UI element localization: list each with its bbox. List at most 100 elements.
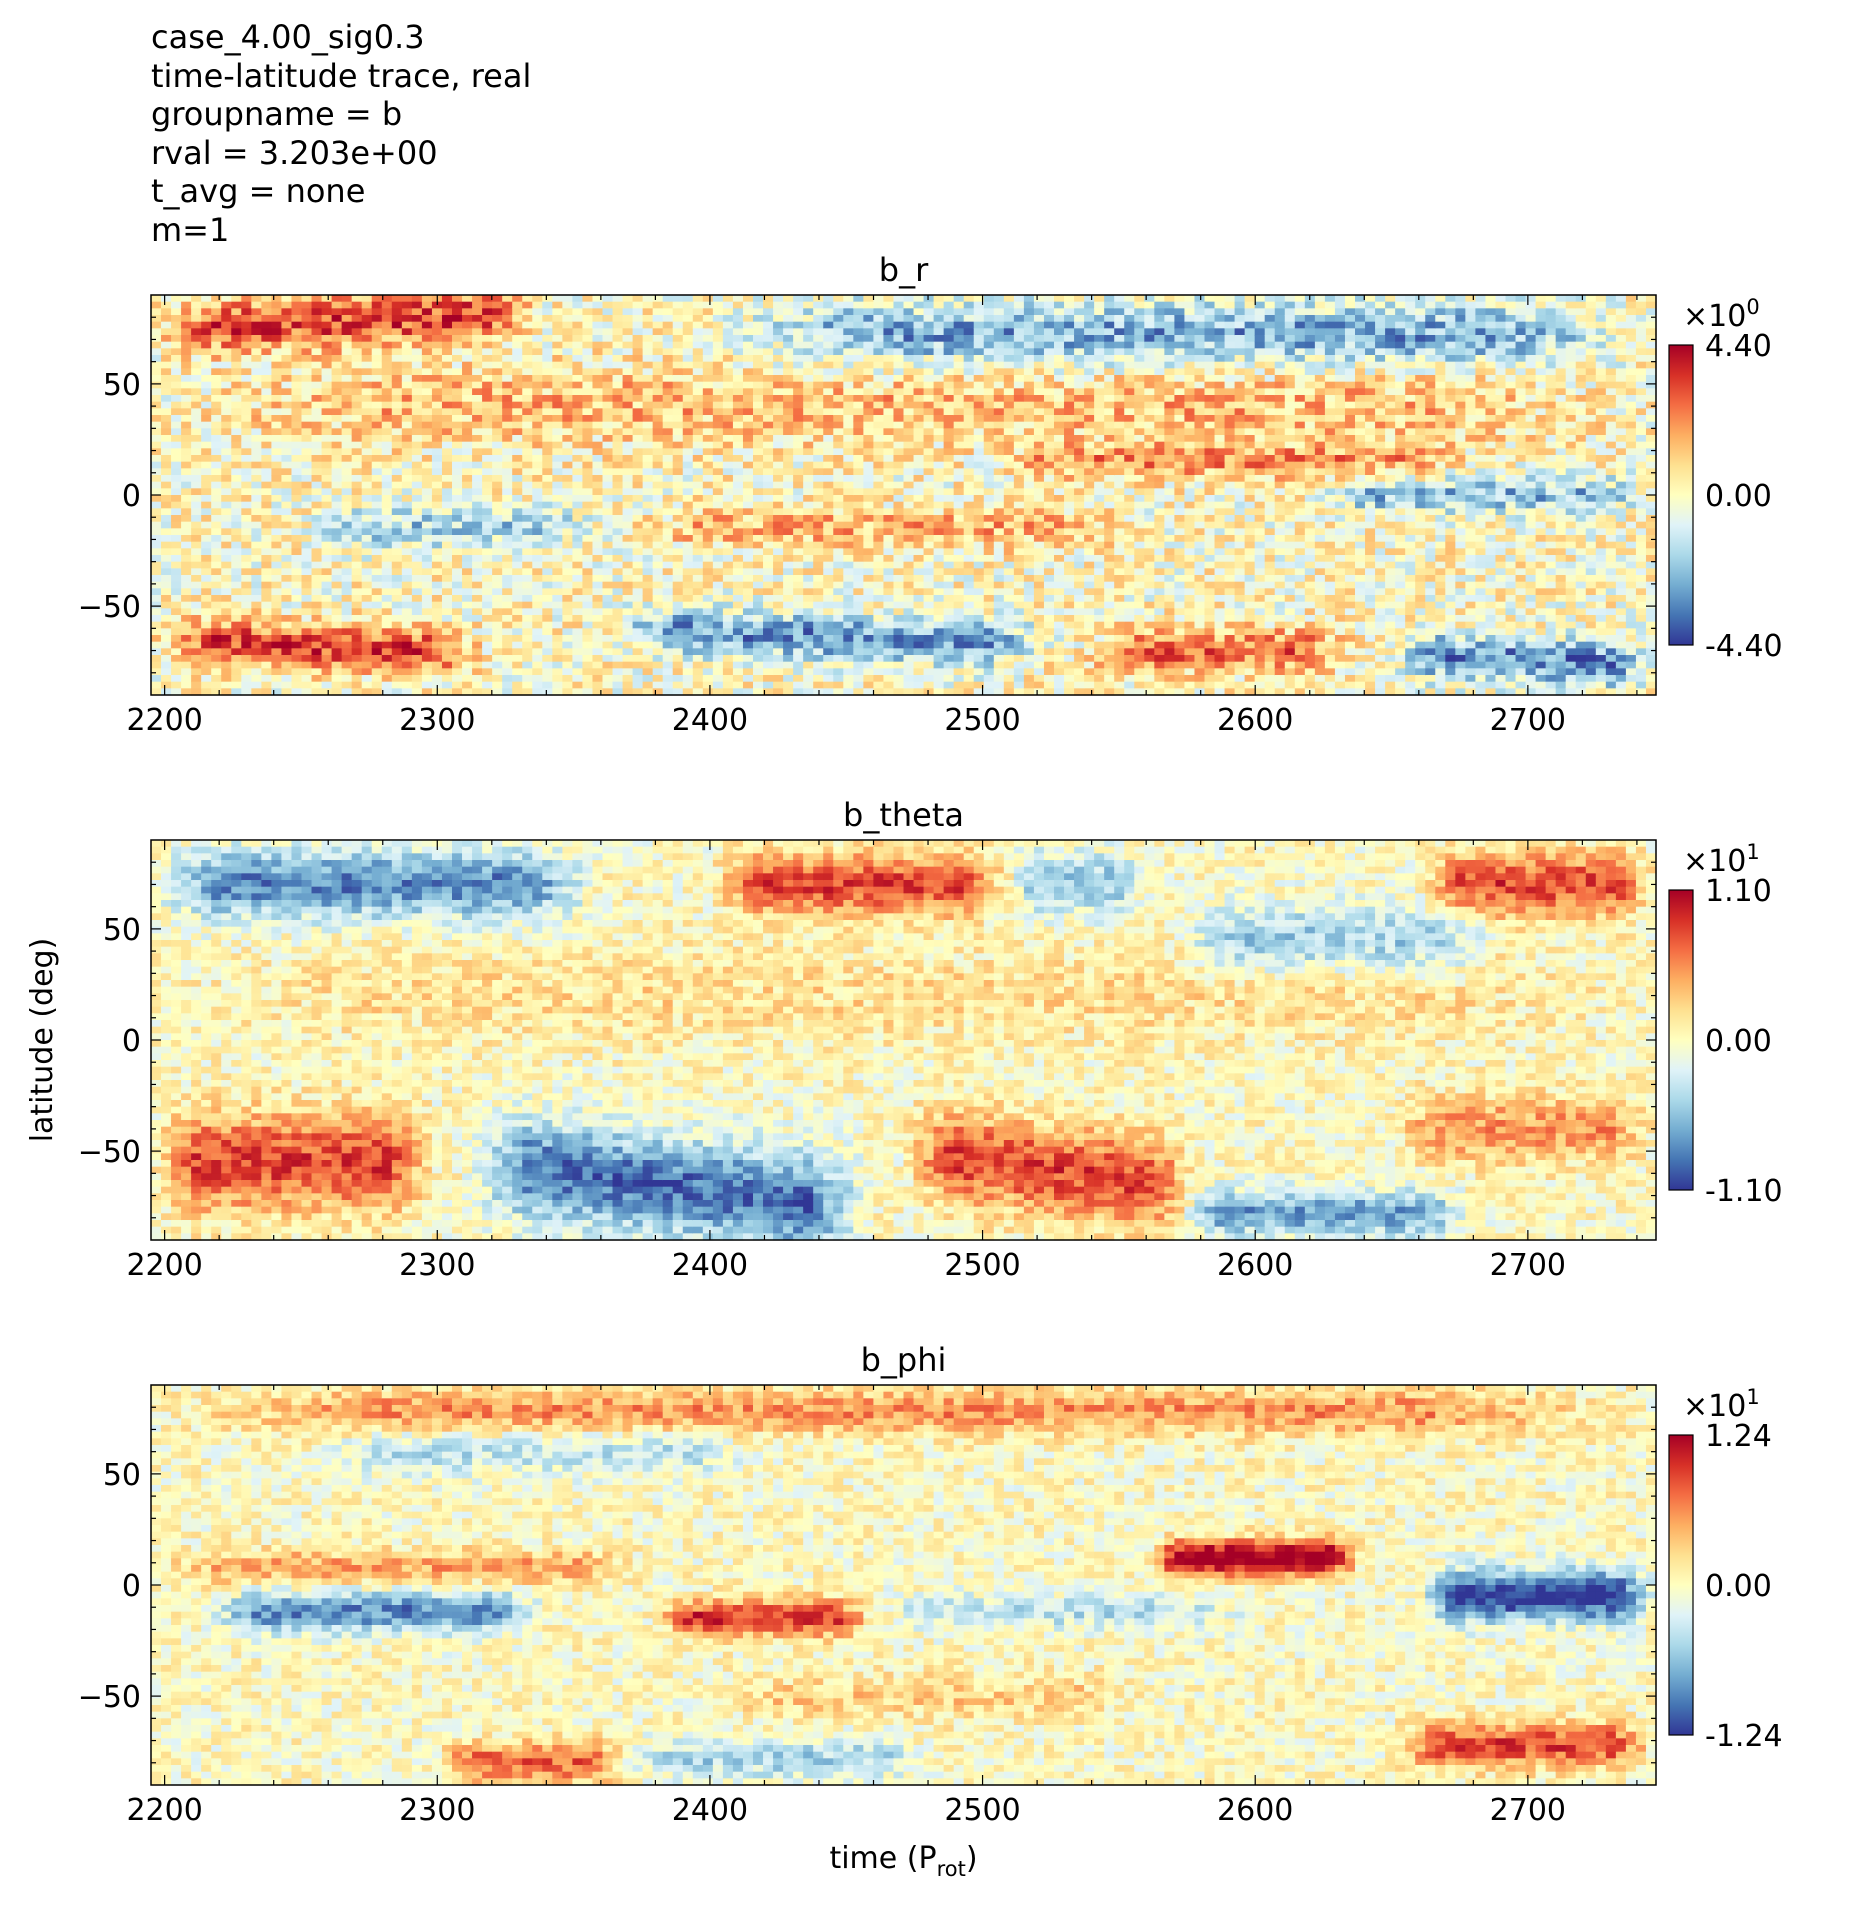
heatmap-cell xyxy=(803,642,814,649)
heatmap-cell xyxy=(934,442,945,449)
heatmap-cell xyxy=(723,455,734,462)
heatmap-cell xyxy=(231,422,242,429)
heatmap-cell xyxy=(904,682,915,689)
heatmap-cell xyxy=(211,455,222,462)
heatmap-cell xyxy=(281,455,292,462)
heatmap-cell xyxy=(472,328,483,335)
heatmap-cell xyxy=(291,335,302,342)
heatmap-cell xyxy=(422,375,433,382)
heatmap-cell xyxy=(733,662,744,669)
heatmap-cell xyxy=(181,602,192,609)
heatmap-cell xyxy=(472,615,483,622)
heatmap-cell xyxy=(863,595,874,602)
heatmap-cell xyxy=(512,388,523,395)
heatmap-cell xyxy=(853,348,864,355)
heatmap-cell xyxy=(904,382,915,389)
heatmap-cell xyxy=(472,608,483,615)
heatmap-cell xyxy=(914,528,925,535)
heatmap-cell xyxy=(281,622,292,629)
heatmap-cell xyxy=(723,502,734,509)
heatmap-cell xyxy=(713,568,724,575)
heatmap-cell xyxy=(271,342,282,349)
heatmap-cell xyxy=(402,635,413,642)
heatmap-cell xyxy=(332,622,343,629)
heatmap-cell xyxy=(733,628,744,635)
heatmap-cell xyxy=(643,408,654,415)
heatmap-cell xyxy=(362,568,373,575)
heatmap-cell xyxy=(713,542,724,549)
heatmap-cell xyxy=(582,475,593,482)
heatmap-cell xyxy=(161,662,172,669)
heatmap-cell xyxy=(382,495,393,502)
heatmap-cell xyxy=(271,348,282,355)
heatmap-cell xyxy=(783,662,794,669)
heatmap-cell xyxy=(412,528,423,535)
heatmap-cell xyxy=(914,428,925,435)
heatmap-cell xyxy=(422,488,433,495)
heatmap-cell xyxy=(502,595,513,602)
heatmap-cell xyxy=(552,655,563,662)
heatmap-cell xyxy=(803,462,814,469)
heatmap-cell xyxy=(302,308,313,315)
heatmap-cell xyxy=(713,535,724,542)
heatmap-cell xyxy=(302,548,313,555)
heatmap-cell xyxy=(623,575,634,582)
heatmap-cell xyxy=(914,502,925,509)
heatmap-cell xyxy=(572,542,583,549)
heatmap-cell xyxy=(753,648,764,655)
heatmap-cell xyxy=(231,582,242,589)
heatmap-cell xyxy=(211,368,222,375)
heatmap-cell xyxy=(532,388,543,395)
heatmap-cell xyxy=(502,542,513,549)
heatmap-cell xyxy=(863,662,874,669)
heatmap-cell xyxy=(743,595,754,602)
heatmap-cell xyxy=(934,368,945,375)
heatmap-cell xyxy=(582,408,593,415)
heatmap-cell xyxy=(302,535,313,542)
heatmap-cell xyxy=(673,562,684,569)
heatmap-cell xyxy=(653,322,664,329)
heatmap-cell xyxy=(633,362,644,369)
heatmap-cell xyxy=(211,335,222,342)
heatmap-cell xyxy=(843,508,854,515)
heatmap-cell xyxy=(713,428,724,435)
heatmap-cell xyxy=(532,408,543,415)
heatmap-cell xyxy=(532,308,543,315)
heatmap-cell xyxy=(773,342,784,349)
heatmap-cell xyxy=(753,388,764,395)
heatmap-cell xyxy=(432,522,443,529)
heatmap-cell xyxy=(883,355,894,362)
heatmap-cell xyxy=(893,302,904,309)
heatmap-cell xyxy=(442,448,453,455)
heatmap-cell xyxy=(572,582,583,589)
heatmap-cell xyxy=(462,555,473,562)
heatmap-cell xyxy=(753,442,764,449)
heatmap-cell xyxy=(502,668,513,675)
heatmap-cell xyxy=(623,475,634,482)
heatmap-cell xyxy=(412,622,423,629)
heatmap-cell xyxy=(462,308,473,315)
heatmap-cell xyxy=(753,668,764,675)
heatmap-cell xyxy=(813,595,824,602)
heatmap-cell xyxy=(442,608,453,615)
heatmap-cell xyxy=(683,462,694,469)
heatmap-cell xyxy=(773,555,784,562)
heatmap-cell xyxy=(613,342,624,349)
heatmap-cell xyxy=(673,402,684,409)
heatmap-cell xyxy=(442,602,453,609)
heatmap-cell xyxy=(542,675,553,682)
heatmap-cell xyxy=(924,542,935,549)
heatmap-cell xyxy=(783,435,794,442)
heatmap-cell xyxy=(462,602,473,609)
heatmap-cell xyxy=(191,595,202,602)
heatmap-cell xyxy=(382,662,393,669)
heatmap-cell xyxy=(643,468,654,475)
heatmap-cell xyxy=(793,635,804,642)
heatmap-cell xyxy=(302,302,313,309)
heatmap-cell xyxy=(562,355,573,362)
heatmap-cell xyxy=(211,655,222,662)
heatmap-cell xyxy=(281,328,292,335)
heatmap-cell xyxy=(291,508,302,515)
heatmap-cell xyxy=(673,588,684,595)
heatmap-cell xyxy=(422,362,433,369)
